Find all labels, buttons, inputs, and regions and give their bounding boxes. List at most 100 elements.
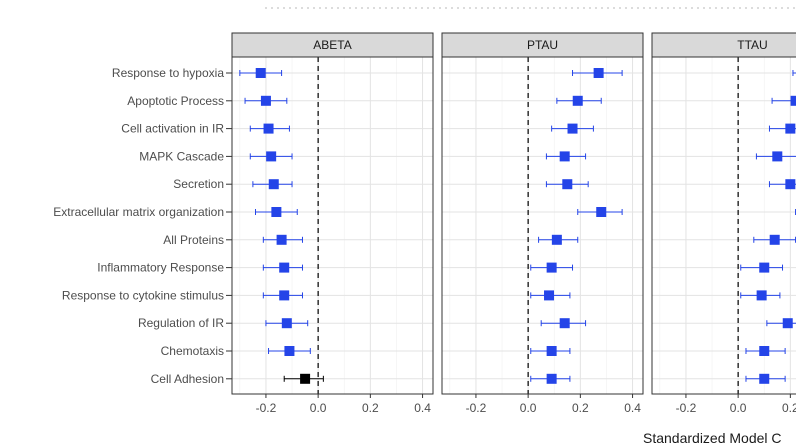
point-estimate (596, 207, 607, 217)
x-tick-label: 0.0 (310, 401, 327, 415)
estimate-7 (262, 234, 303, 245)
estimate-1 (792, 70, 796, 76)
point-estimate (281, 318, 292, 329)
estimate-6 (254, 207, 298, 217)
estimate-1 (239, 68, 283, 78)
point-estimate (300, 373, 311, 384)
estimate-8 (530, 262, 574, 273)
estimate-2 (771, 95, 796, 106)
y-tick-label: All Proteins (163, 233, 224, 247)
point-estimate (790, 95, 796, 106)
point-estimate (772, 151, 783, 162)
point-estimate (785, 123, 796, 134)
estimate-5 (545, 179, 589, 190)
x-axis-title: Standardized Model C (643, 430, 782, 446)
estimate-9 (740, 290, 781, 301)
x-tick-label: 0.0 (730, 401, 747, 415)
estimate-3 (249, 123, 290, 134)
point-estimate (546, 373, 557, 384)
point-estimate (263, 123, 274, 134)
point-estimate (268, 179, 279, 190)
estimate-11 (530, 346, 571, 356)
estimate-8 (262, 262, 303, 273)
y-tick-label: Cell Adhesion (151, 372, 224, 386)
estimate-2 (556, 95, 602, 106)
estimate-6 (577, 207, 623, 217)
point-estimate (279, 262, 290, 273)
point-estimate (759, 262, 770, 273)
facet-strip (651, 32, 796, 58)
estimate-3 (768, 123, 796, 134)
x-tick-label: 0.2 (362, 401, 379, 415)
panel-ttau: TTAU-0.20.00.20.4 (651, 32, 796, 415)
y-tick-label: Chemotaxis (161, 344, 224, 358)
panel-background (652, 57, 796, 394)
point-estimate (284, 346, 295, 356)
estimate-12 (745, 373, 786, 384)
category-axis: Response to hypoxia Apoptotic Process Cell… (53, 66, 232, 386)
estimate-8 (740, 262, 784, 273)
facet-strip-label: PTAU (527, 38, 558, 52)
panel-abeta: ABETA -0.2 0.0 0.2 0.4 (231, 32, 434, 415)
x-tick-label: -0.2 (256, 401, 277, 415)
x-tick-label: 0.2 (572, 401, 589, 415)
x-tick-label: 0.4 (624, 401, 641, 415)
x-tick-label: -0.2 (466, 401, 487, 415)
estimate-10 (265, 318, 309, 329)
estimate-4 (249, 151, 293, 162)
point-estimate (266, 151, 277, 162)
point-estimate (271, 207, 282, 217)
y-tick-label: Response to hypoxia (112, 66, 224, 80)
estimate-5 (768, 179, 796, 190)
x-tick-label: 0.2 (782, 401, 796, 415)
estimate-9 (530, 290, 571, 301)
point-estimate (756, 290, 767, 301)
x-tick-label: 0.4 (414, 401, 431, 415)
estimate-12 (283, 373, 324, 384)
y-tick-label: Cell activation in IR (121, 122, 224, 136)
panel-border (231, 56, 434, 395)
point-estimate (559, 318, 570, 329)
point-estimate (785, 179, 796, 190)
estimate-10 (766, 318, 796, 329)
point-estimate (572, 95, 583, 106)
point-estimate (782, 318, 793, 329)
panel-border (441, 56, 644, 395)
y-tick-label: Apoptotic Process (127, 94, 224, 108)
point-estimate (559, 151, 570, 162)
x-tick-label: 0.0 (520, 401, 537, 415)
y-tick-label: Inflammatory Response (97, 261, 224, 275)
facet-strip-label: TTAU (737, 38, 767, 52)
estimate-5 (252, 179, 293, 190)
point-estimate (544, 290, 555, 301)
estimate-10 (540, 318, 587, 329)
estimate-2 (244, 95, 288, 106)
estimate-11 (268, 346, 311, 356)
estimate-1 (572, 68, 623, 78)
y-tick-label: Response to cytokine stimulus (62, 288, 224, 302)
estimate-9 (262, 290, 303, 301)
panel-border (651, 56, 796, 395)
facet-strip (441, 32, 644, 58)
point-estimate (769, 234, 780, 245)
point-estimate (546, 262, 557, 273)
estimate-3 (551, 123, 594, 134)
panel-background (442, 57, 643, 394)
point-estimate (546, 346, 557, 356)
point-estimate (593, 68, 604, 78)
point-estimate (276, 234, 287, 245)
point-estimate (551, 234, 562, 245)
estimate-11 (745, 346, 786, 356)
y-tick-label: Extracellular matrix organization (53, 205, 224, 219)
facet-strip-label: ABETA (313, 38, 351, 52)
point-estimate (759, 373, 770, 384)
y-tick-label: Secretion (173, 177, 224, 191)
point-estimate (255, 68, 266, 78)
estimate-7 (538, 234, 579, 245)
panel-ptau: PTAU -0.2 0.0 0.2 0.4 (441, 32, 644, 415)
point-estimate (562, 179, 573, 190)
estimate-4 (545, 151, 587, 162)
point-estimate (260, 95, 271, 106)
estimate-4 (755, 151, 796, 162)
